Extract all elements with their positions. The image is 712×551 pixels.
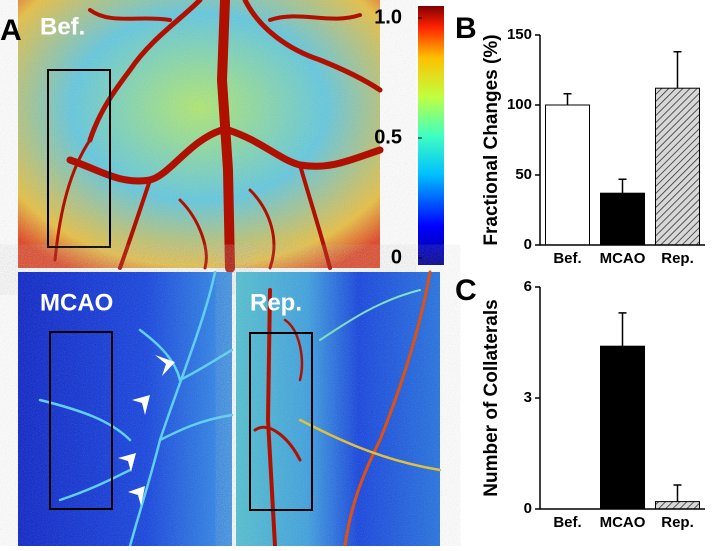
x-tick-label: MCAO (600, 514, 646, 531)
colorbar (418, 6, 444, 265)
y-tick-label: 100 (507, 96, 532, 113)
y-axis-label: Number of Collaterals (481, 299, 502, 496)
image-mcao (18, 270, 234, 548)
image-label: Bef. (40, 13, 85, 40)
colorbar-tick-label: 1.0 (374, 6, 402, 28)
colorbar-tick-label: 0 (391, 246, 402, 268)
error-bar (673, 484, 682, 502)
error-bar (618, 312, 627, 347)
bar (600, 192, 645, 246)
y-axis-label: Fractional Changes (%) (481, 34, 502, 245)
x-tick-label: Bef. (553, 514, 581, 531)
image-rep (236, 270, 442, 548)
panel-label: B (455, 12, 477, 45)
bar (655, 501, 700, 510)
panel-label: A (0, 14, 22, 47)
y-tick-label: 6 (524, 278, 532, 295)
axes (539, 35, 705, 246)
bar (545, 104, 590, 246)
image-before (18, 0, 384, 273)
panel-label: C (455, 274, 477, 307)
image-label: Rep. (250, 289, 302, 316)
x-tick-label: MCAO (600, 250, 646, 267)
y-tick-label: 3 (524, 389, 532, 406)
bar (655, 87, 700, 246)
image-label: MCAO (40, 289, 113, 316)
error-bar (618, 178, 627, 194)
y-tick-label: 0 (524, 500, 532, 517)
error-bar (563, 93, 572, 105)
bar (600, 345, 645, 510)
y-tick-label: 50 (515, 166, 532, 183)
colorbar-tick-label: 0.5 (374, 126, 402, 148)
y-tick-label: 150 (507, 26, 532, 43)
x-tick-label: Rep. (661, 250, 694, 267)
x-tick-label: Rep. (661, 514, 694, 531)
y-tick-label: 0 (524, 236, 532, 253)
x-tick-label: Bef. (553, 250, 581, 267)
axes (539, 287, 705, 510)
error-bar (673, 51, 682, 89)
